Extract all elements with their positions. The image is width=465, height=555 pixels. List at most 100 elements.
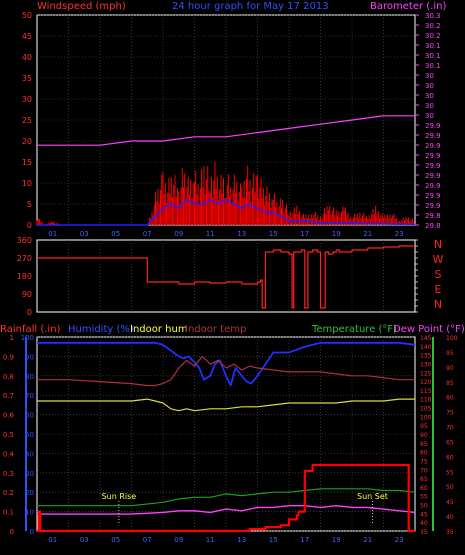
- y-tick-label-temp-inner: 35: [420, 529, 428, 536]
- y-tick-label-temp-inner: 145: [420, 335, 432, 342]
- y-tick-label-temp-outer: 35: [446, 529, 454, 536]
- x-tick-label: 07: [143, 536, 152, 544]
- y-tick-label-right: 29.9: [425, 152, 441, 160]
- y-tick-label-right: 29.9: [425, 122, 441, 130]
- y-tick-label: 15: [22, 158, 32, 167]
- y-tick-label-temp-inner: 60: [420, 485, 428, 492]
- sunrise-label: Sun Rise: [102, 492, 137, 501]
- y-tick-label: 25: [22, 116, 32, 125]
- y-tick-label-right: 30.2: [425, 32, 441, 40]
- y-tick-label-right: 30.3: [425, 12, 441, 20]
- x-tick-label: 05: [111, 536, 120, 544]
- x-tick-label: 21: [363, 230, 372, 238]
- y-tick-label-temp-outer: 50: [446, 484, 454, 491]
- x-tick-label: 17: [300, 536, 309, 544]
- legend-humidity: Humidity (%): [68, 324, 134, 335]
- temperature-axis-label: Temperature (°F): [311, 324, 397, 335]
- y-tick-label-temp-inner: 70: [420, 467, 428, 474]
- y-tick-label-temp-inner: 50: [420, 503, 428, 510]
- y-tick-label-right: 29.9: [425, 142, 441, 150]
- y-tick-label: 30: [22, 95, 32, 104]
- y-tick-label-right: 30: [425, 102, 434, 110]
- rainfall-axis-label: Rainfall (.in): [0, 324, 61, 335]
- y-tick-label: 90: [22, 290, 32, 299]
- y-tick-label-temp-inner: 40: [420, 520, 428, 527]
- y-tick-label-temp-outer: 80: [446, 395, 454, 402]
- y-tick-label: 35: [22, 74, 32, 83]
- x-tick-label: 01: [48, 536, 57, 544]
- y-tick-label-temp-outer: 85: [446, 380, 454, 387]
- y-tick-label-temp-inner: 90: [420, 432, 428, 439]
- avg-wind-line: [37, 199, 415, 226]
- y-tick-label-right: 30.1: [425, 42, 441, 50]
- y-tick-label-hum: 30: [25, 470, 34, 478]
- y-tick-label-temp-outer: 70: [446, 425, 454, 432]
- y-tick-label-rain: 0.9: [3, 353, 14, 361]
- y-tick-label-temp-outer: 90: [446, 365, 454, 372]
- x-tick-label: 07: [143, 230, 152, 238]
- y-tick-label-temp-outer: 60: [446, 454, 454, 461]
- compass-letter: W: [433, 253, 444, 266]
- y-tick-label: 20: [22, 137, 32, 146]
- y-tick-label-hum: 80: [25, 373, 34, 381]
- y-tick-label-temp-outer: 40: [446, 514, 454, 521]
- legend-indoor-hum: Indoor hum: [130, 324, 188, 335]
- x-tick-label: 17: [300, 230, 309, 238]
- y-tick-label: 10: [22, 179, 32, 188]
- x-tick-label: 03: [80, 230, 89, 238]
- x-tick-label: 23: [395, 536, 404, 544]
- y-tick-label: 0: [27, 221, 32, 230]
- y-tick-label-temp-inner: 135: [420, 353, 432, 360]
- y-tick-label-right: 30: [425, 72, 434, 80]
- y-tick-label-temp-inner: 105: [420, 406, 432, 413]
- x-tick-label: 09: [174, 536, 183, 544]
- y-tick-label-right: 29.9: [425, 132, 441, 140]
- y-tick-label-temp-inner: 75: [420, 458, 428, 465]
- y-tick-label-right: 30.2: [425, 22, 441, 30]
- y-tick-label-temp-inner: 120: [420, 379, 432, 386]
- y-tick-label-temp-inner: 45: [420, 511, 428, 518]
- compass-letter: E: [435, 283, 442, 296]
- y-tick-label-temp-inner: 100: [420, 414, 432, 421]
- graph-title: 24 hour graph for May 17 2013: [172, 1, 329, 12]
- y-tick-label-temp-outer: 45: [446, 499, 454, 506]
- y-tick-label-right: 29.8: [425, 212, 441, 220]
- y-tick-label-rain: 0.1: [3, 509, 14, 517]
- y-tick-label-rain: 0.3: [3, 470, 14, 478]
- y-tick-label-rain: 0.4: [3, 450, 15, 458]
- x-tick-label: 09: [174, 230, 183, 238]
- y-tick-label-rain: 0.2: [3, 489, 14, 497]
- y-tick-label-hum: 40: [25, 450, 34, 458]
- y-tick-label-right: 30: [425, 92, 434, 100]
- y-tick-label-rain: 0.5: [3, 431, 14, 439]
- y-tick-label-rain: 1: [10, 334, 14, 342]
- y-tick-label-temp-outer: 65: [446, 439, 454, 446]
- y-tick-label-right: 30: [425, 82, 434, 90]
- y-tick-label-right: 29.9: [425, 182, 441, 190]
- y-tick-label-hum: 0: [30, 528, 34, 536]
- x-tick-label: 15: [269, 536, 278, 544]
- sunset-label: Sun Set: [357, 492, 388, 501]
- y-tick-label-right: 29.9: [425, 162, 441, 170]
- y-tick-label-temp-inner: 125: [420, 370, 432, 377]
- y-tick-label-temp-inner: 80: [420, 450, 428, 457]
- y-tick-label-hum: 70: [25, 392, 34, 400]
- y-tick-label-hum: 60: [25, 412, 34, 420]
- series-layer: [36, 115, 416, 533]
- y-tick-label-temp-outer: 100: [446, 335, 458, 342]
- x-tick-label: 05: [111, 230, 120, 238]
- y-tick-label: 45: [22, 32, 32, 41]
- y-tick-label-temp-inner: 140: [420, 344, 432, 351]
- x-tick-label: 19: [332, 230, 341, 238]
- y-tick-label-hum: 50: [25, 431, 34, 439]
- x-tick-label: 03: [80, 536, 89, 544]
- y-tick-label-temp-inner: 85: [420, 441, 428, 448]
- y-tick-label-temp-inner: 110: [420, 397, 432, 404]
- humidity-line: [37, 341, 416, 387]
- y-tick-label: 40: [22, 53, 32, 62]
- y-tick-label-right: 30.1: [425, 62, 441, 70]
- y-tick-label-temp-outer: 55: [446, 469, 454, 476]
